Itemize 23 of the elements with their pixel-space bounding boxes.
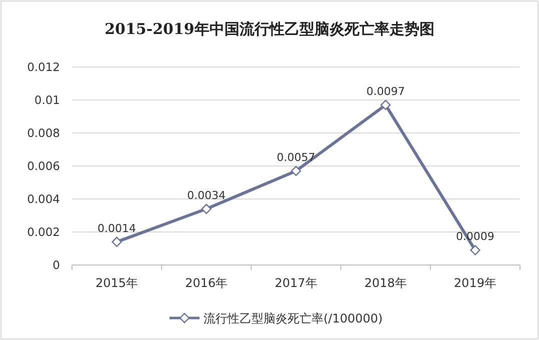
- y-tick-label: 0.008: [27, 126, 60, 140]
- x-tick-label: 2018年: [364, 276, 407, 290]
- data-label: 0.0097: [366, 84, 405, 98]
- y-tick-label: 0: [52, 258, 60, 272]
- data-label: 0.0057: [276, 150, 316, 164]
- data-label: 0.0014: [98, 222, 136, 235]
- y-tick-label: 0.01: [34, 93, 60, 107]
- point: [470, 245, 480, 256]
- x-tick-label: 2015年: [96, 276, 138, 290]
- point: [201, 204, 212, 214]
- y-tick-label: 0.006: [27, 159, 60, 173]
- point: [112, 236, 122, 247]
- x-tick-label: 2019年: [454, 276, 496, 290]
- point: [290, 166, 302, 176]
- chart-title: 2015-2019年中国流行性乙型脑炎死亡率走势图: [104, 20, 434, 38]
- x-tick-label: 2017年: [274, 276, 318, 290]
- data-label: 0.0034: [187, 188, 226, 202]
- y-tick-label: 0.012: [27, 60, 60, 74]
- legend-label: 流行性乙型脑炎死亡率(/100000): [204, 312, 383, 326]
- x-tick-label: 2016年: [185, 276, 228, 290]
- y-tick-label: 0.004: [27, 192, 60, 206]
- point: [380, 100, 391, 110]
- y-tick-label: 0.002: [27, 225, 60, 239]
